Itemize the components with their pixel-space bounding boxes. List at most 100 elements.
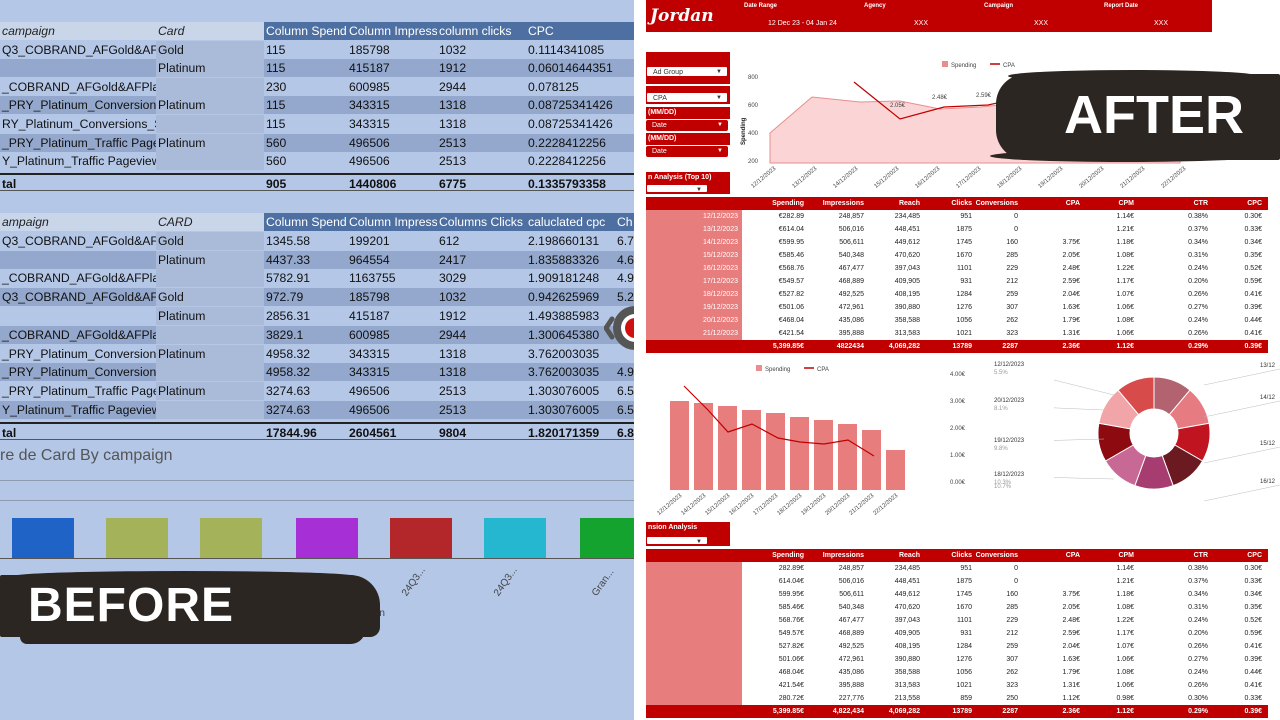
table-cell: 0.41€	[1244, 330, 1262, 337]
table-cell: 415187	[349, 309, 390, 323]
total-cell: 1.820171359	[528, 425, 600, 440]
total-cell: 2.36€	[1062, 708, 1080, 715]
table-header-row: Spending Impressions Reach Clicks Conversion…	[646, 197, 1268, 210]
table-cell: 282.89€	[778, 565, 804, 572]
row-date: 16/12/2023	[702, 265, 738, 272]
table-cell: 560	[266, 154, 287, 169]
brush-stroke	[20, 630, 365, 644]
date-dropdown-2[interactable]: Date ▼	[646, 146, 728, 157]
total-cell: 0.39€	[1244, 343, 1262, 350]
date-dropdown-1[interactable]: Date ▼	[646, 120, 728, 131]
row-date: 21/12/2023	[702, 330, 738, 337]
table-cell: 0.35€	[1244, 252, 1262, 259]
table-cell: 1.493885983	[528, 309, 600, 323]
table-cell: 234,485	[894, 565, 920, 572]
table-row: Q3_COBRAND_AFGold&AFP Gold 115 185798 1032 0.…	[0, 40, 634, 59]
total-cell: 5,399.85€	[772, 343, 804, 350]
table-cell: 506,016	[838, 226, 864, 233]
table-cell: 492,525	[838, 643, 864, 650]
cpa-annotation: 2.05€	[890, 103, 906, 109]
bar-chart-x-ticks: 12/12/202314/12/202315/12/202316/12/2023…	[656, 493, 899, 517]
table-cell: 1318	[439, 98, 467, 113]
table-cell: Platinum	[156, 344, 264, 363]
table-cell: 540,348	[838, 252, 864, 259]
dimension-dropdown[interactable]: ▼	[646, 536, 708, 545]
table-cell: 0.30%	[1188, 695, 1208, 702]
table-cell: 1056	[956, 317, 972, 324]
x-tick: 18/12/2023	[776, 493, 803, 517]
ad-group-dropdown[interactable]: Ad Group ▼	[646, 66, 728, 77]
column-header: Ch	[617, 215, 633, 229]
cpa-dropdown[interactable]: CPA ▼	[646, 92, 728, 103]
table-cell: 1670	[956, 604, 972, 611]
total-cell: 2.36€	[1062, 343, 1080, 350]
table-cell: 262	[1006, 317, 1018, 324]
column-header: Conversions	[975, 200, 1018, 207]
table-cell: 1745	[956, 239, 972, 246]
x-axis	[0, 558, 634, 559]
table-cell: RY_Platinum_Conversions_Startup PME_Juil…	[2, 117, 156, 131]
header-label: Date Range	[744, 3, 778, 9]
legend-cpa-label: CPA	[1003, 63, 1015, 69]
table-cell: 0.39€	[1244, 304, 1262, 311]
table-cell: 343315	[349, 346, 390, 361]
donut-label-date: 18/12/2023	[994, 472, 1025, 478]
table-cell: 115	[266, 61, 286, 76]
row-date: 20/12/2023	[702, 317, 738, 324]
table-cell: 2417	[439, 252, 467, 267]
table-cell: 0.24%	[1188, 617, 1208, 624]
table-cell: 0.1114341085	[528, 42, 605, 57]
table-cell: 540,348	[838, 604, 864, 611]
chevron-down-icon: ▼	[716, 95, 722, 101]
x-tick: 19/12/2023	[1037, 166, 1064, 190]
table-cell: 397,043	[894, 265, 920, 272]
table-cell: 0.20%	[1188, 278, 1208, 285]
bar	[580, 518, 634, 558]
table-header-row: Spending Impressions Reach Clicks Conversion…	[646, 549, 1268, 562]
x-tick: 15/12/2023	[704, 493, 731, 517]
table-cell: 0	[1014, 578, 1018, 585]
table-cell: 1912	[439, 309, 467, 323]
x-tick: 20/12/2023	[824, 493, 851, 517]
table-row: 12/12/2023 €282.89 248,857 234,485 951 0 1.14€…	[646, 210, 1268, 223]
table-cell: 3.75€	[1062, 591, 1080, 598]
table-cell: 415187	[349, 61, 390, 76]
table-cell: Platinum	[156, 59, 264, 78]
table-cell: 4.9	[617, 271, 634, 286]
legend-spending-label: Spending	[765, 367, 790, 373]
total-cell: 2604561	[349, 425, 397, 440]
table-cell: 1345.58	[266, 233, 311, 248]
column-header: Column Impress	[349, 24, 437, 38]
table-row: 568.76€ 467,477 397,043 1101 229 2.48€ 1.22€ 0.…	[646, 614, 1268, 627]
table-cell: Q3_COBRAND_AFGold&AFF	[2, 233, 156, 248]
y-tick: 4.00€	[950, 372, 966, 378]
table-cell: 0.33€	[1244, 226, 1262, 233]
top10-dropdown[interactable]: ▼	[646, 184, 708, 193]
table-cell: 3274.63	[266, 403, 311, 417]
table-cell: 0.20%	[1188, 630, 1208, 637]
table-cell: 1.835883326	[528, 252, 600, 267]
table-cell: 227,776	[838, 695, 864, 702]
table-row: _PRY_Platinum_Conversions_ Platinum 4958.3…	[0, 344, 634, 363]
table-header-row: ampaign CARD Column Spend Column Impress Col…	[0, 213, 634, 231]
table-cell: 1032	[439, 42, 467, 57]
x-tick: 12/12/2023	[750, 166, 777, 190]
table-total-row: tal 17844.96 2604561 9804 1.820171359 6.8	[0, 421, 634, 440]
table-row: 549.57€ 468,889 409,905 931 212 2.59€ 1.17€ 0.2…	[646, 627, 1268, 640]
table-cell: 1.06€	[1116, 656, 1134, 663]
x-tick: 20/12/2023	[1078, 166, 1105, 190]
table-cell: 527.82€	[778, 643, 804, 650]
table-cell: 4.9	[617, 365, 634, 380]
table-cell: 0.24%	[1188, 669, 1208, 676]
table-cell: 0	[1014, 226, 1018, 233]
table-cell: 1.14€	[1116, 565, 1134, 572]
dimension-analysis-text: nsion Analysis	[648, 524, 698, 531]
before-chart-title: re de Card By campaign	[0, 447, 173, 464]
table-cell: 6.7	[617, 233, 634, 248]
x-tick: 21/12/2023	[848, 493, 875, 517]
donut-label-pct: 5.5%	[994, 370, 1008, 376]
table-cell: 859	[960, 695, 972, 702]
table-cell: 549.57€	[778, 630, 804, 637]
column-header: Impressions	[822, 552, 864, 559]
table-cell: _COBRAND_AFGold&AFPlatinum_Conversions_S	[2, 271, 156, 286]
